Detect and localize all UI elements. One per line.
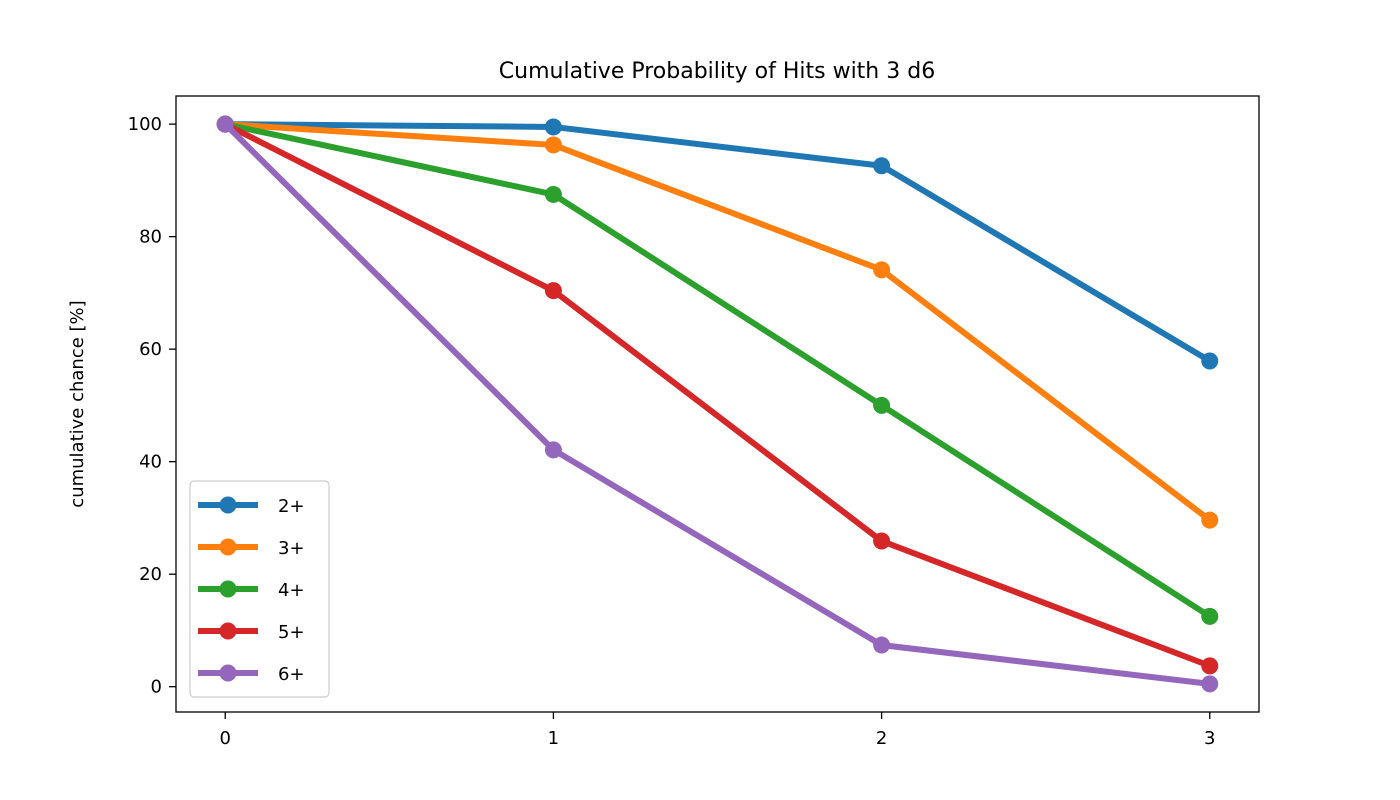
series-line xyxy=(223,121,1211,669)
legend-item: 5+ xyxy=(198,622,305,643)
data-point xyxy=(1201,607,1219,625)
legend-swatch-marker xyxy=(219,664,237,682)
legend-item: 4+ xyxy=(198,580,305,601)
legend-swatch-marker xyxy=(219,622,237,640)
x-tick-label: 0 xyxy=(220,728,231,749)
legend-swatch-marker xyxy=(219,496,237,514)
x-tick-label: 2 xyxy=(876,728,887,749)
data-point xyxy=(544,282,562,300)
plot-frame xyxy=(175,95,1260,713)
data-point xyxy=(544,185,562,203)
series-5+ xyxy=(216,115,1219,675)
legend-swatch-marker xyxy=(219,538,237,556)
legend-label: 2+ xyxy=(278,496,305,517)
legend-label: 4+ xyxy=(278,580,305,601)
y-axis: 0 20 40 60 80 100 xyxy=(128,114,176,698)
data-point xyxy=(544,118,562,136)
series-line xyxy=(225,121,1212,523)
plot-area xyxy=(175,95,1260,713)
legend-item: 3+ xyxy=(198,538,305,559)
data-point xyxy=(873,396,891,414)
series-layer xyxy=(216,115,1219,693)
y-tick-label: 0 xyxy=(151,677,162,698)
legend-swatch-marker xyxy=(219,580,237,598)
data-point xyxy=(216,115,234,133)
data-point xyxy=(544,441,562,459)
legend-item: 2+ xyxy=(198,496,305,517)
series-3+ xyxy=(216,115,1219,529)
legend-label: 6+ xyxy=(278,664,305,685)
data-point xyxy=(873,261,891,279)
data-point xyxy=(873,532,891,550)
legend: 2+ 3+ 4+ 5+ 6+ xyxy=(189,480,330,698)
data-point xyxy=(1201,511,1219,529)
x-tick-label: 1 xyxy=(548,728,559,749)
data-point xyxy=(873,636,891,654)
data-point xyxy=(544,136,562,154)
series-line xyxy=(223,121,1211,687)
data-point xyxy=(1201,675,1219,693)
x-tick-label: 3 xyxy=(1204,728,1215,749)
data-point xyxy=(1201,352,1219,370)
y-tick-label: 80 xyxy=(139,227,162,248)
series-6+ xyxy=(216,115,1219,693)
y-tick-label: 100 xyxy=(128,114,162,135)
legend-label: 3+ xyxy=(278,538,305,559)
legend-box xyxy=(189,480,330,698)
series-line xyxy=(225,121,1212,364)
y-tick-label: 60 xyxy=(139,339,162,360)
y-axis-label: cumulative chance [%] xyxy=(67,300,88,507)
y-tick-label: 40 xyxy=(139,452,162,473)
data-point xyxy=(873,157,891,175)
legend-item: 6+ xyxy=(198,664,305,685)
x-axis: 0 1 2 3 xyxy=(220,712,1215,749)
legend-label: 5+ xyxy=(278,622,305,643)
y-tick-label: 20 xyxy=(139,564,162,585)
chart-title: Cumulative Probability of Hits with 3 d6 xyxy=(499,59,935,84)
series-line xyxy=(224,121,1212,619)
data-point xyxy=(1201,657,1219,675)
